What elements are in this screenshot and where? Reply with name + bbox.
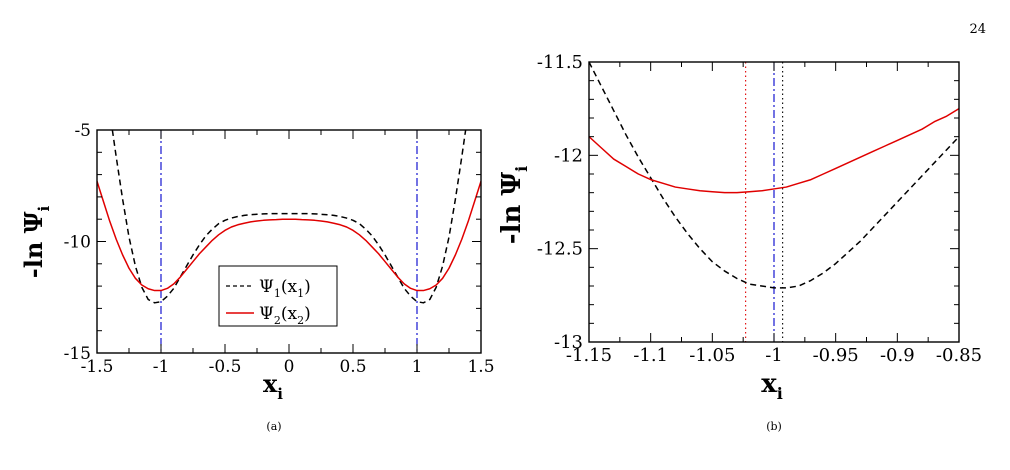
x-tick-label: -0.9 [880, 345, 915, 366]
clipped-caption-strip [0, 448, 1010, 470]
series-line-1 [589, 62, 959, 289]
legend-box [218, 265, 338, 327]
panel-b-x-axis-title: xi [761, 369, 783, 403]
x-tick-label: -1.5 [81, 357, 114, 377]
series-line-2 [97, 181, 481, 292]
x-tick-label: -0.85 [936, 345, 982, 366]
series-line-1 [111, 130, 467, 304]
legend-label-psi2: Ψ2(x2) [259, 304, 311, 327]
x-tick-label: 0 [284, 357, 295, 377]
x-tick-label: -0.95 [813, 345, 859, 366]
legend-label-psi1: Ψ1(x1) [259, 277, 311, 300]
panel-a-y-axis-title: -ln Ψi [19, 205, 53, 278]
panel-a-y-tick-labels: -15 -10 -5 [64, 121, 91, 364]
panel-b-series [589, 62, 959, 289]
y-tick-label: -11.5 [537, 52, 583, 73]
svg-text:-ln Ψi: -ln Ψi [19, 205, 53, 278]
y-tick-label: -10 [64, 233, 91, 253]
panel-b-reference-lines [745, 62, 784, 342]
y-tick-label: -13 [554, 332, 583, 353]
y-tick-label: -5 [74, 121, 91, 141]
y-tick-label: -12.5 [537, 239, 583, 260]
x-tick-label: -1.1 [633, 345, 668, 366]
panel-a-x-tick-labels: -1.5 -1 -0.5 0 0.5 1 1.5 [81, 357, 495, 377]
series-line-2 [589, 108, 959, 194]
y-tick-label: -12 [554, 145, 583, 166]
x-tick-label: -1 [765, 345, 783, 366]
panel-b-y-tick-labels: -13 -12.5 -12 -11.5 [537, 52, 583, 353]
x-tick-label: 1.5 [467, 357, 494, 377]
panel-a-series [97, 130, 481, 304]
panel-a-reference-lines [160, 130, 418, 353]
y-tick-label: -15 [64, 344, 91, 364]
svg-text:-ln Ψi: -ln Ψi [497, 166, 531, 244]
panel-b-y-axis-title: -ln Ψi [497, 166, 531, 244]
x-tick-label: -0.5 [209, 357, 242, 377]
panel-b: -1.15 -1.1 -1.05 -1 -0.95 -0.9 -0.85 -13-12.5-… [497, 52, 982, 433]
panel-a: -1.5 -1 -0.5 0 0.5 1 1.5 -15 -10 -5 xi -ln Ψi Ψ1… [19, 121, 495, 433]
x-tick-label: 0.5 [339, 357, 366, 377]
x-tick-label: -1.15 [566, 345, 612, 366]
panel-b-x-tick-labels: -1.15 -1.1 -1.05 -1 -0.95 -0.9 -0.85 [566, 345, 982, 366]
panel-a-x-axis-title: xi [263, 369, 283, 403]
panel-b-caption: (b) [766, 420, 782, 433]
page-number: 24 [969, 22, 986, 37]
panel-a-ticks [96, 129, 482, 354]
panel-b-ticks [588, 61, 960, 343]
x-tick-label: -1.05 [689, 345, 735, 366]
x-tick-label: 1 [412, 357, 423, 377]
panel-a-caption: (a) [266, 420, 281, 433]
panel-a-legend: Ψ1(x1) Ψ2(x2) [218, 265, 338, 327]
x-tick-label: -1 [153, 357, 170, 377]
